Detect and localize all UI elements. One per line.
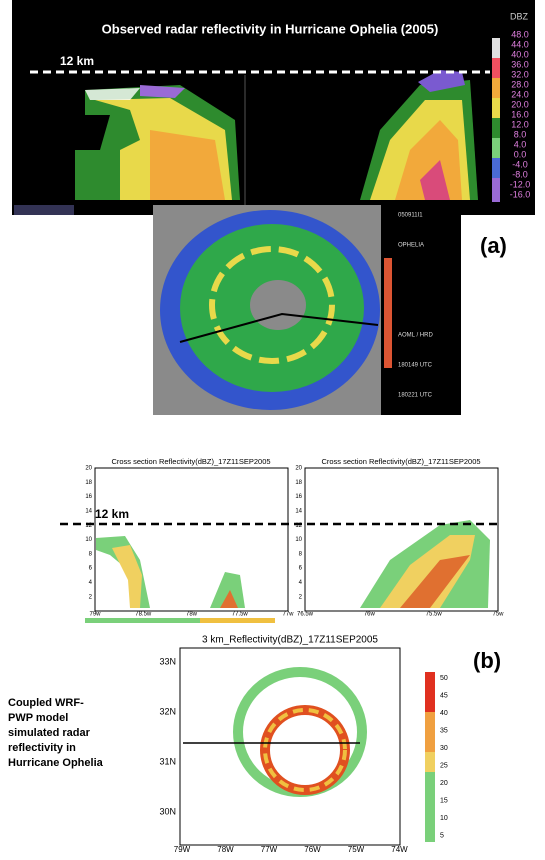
y-tick-label: 6 [299, 566, 303, 572]
x-tick-label: 77w [282, 612, 294, 618]
y-tick-label: 4 [299, 580, 303, 586]
colorbar-label: 36.0 [511, 59, 529, 69]
colorbar-label: 24.0 [511, 89, 529, 99]
y-tick-label: 2 [89, 594, 93, 600]
colorbar-label: -16.0 [510, 189, 531, 199]
y-tick-label: 20 [85, 466, 92, 472]
y-tick-label: 14 [85, 508, 92, 514]
section-title: Cross section Reflectivity(dBZ)_17Z11SEP… [111, 457, 270, 466]
lon-label: 78W [217, 845, 234, 854]
y-tick-label: 16 [85, 494, 92, 500]
lat-label: 32N [159, 706, 176, 716]
section-title: Cross section Reflectivity(dBZ)_17Z11SEP… [321, 457, 480, 466]
radar-eye [250, 280, 306, 330]
y-tick-label: 18 [295, 480, 302, 486]
colorbar-label: 5 [440, 832, 444, 839]
caption-line: PWP model [8, 712, 68, 724]
radar-info: 180221 UTC [398, 393, 433, 399]
radar-colorbar [492, 38, 500, 202]
colorbar-label: 45 [440, 692, 448, 699]
x-tick-label: 75w [492, 612, 504, 618]
caption-line: Coupled WRF- [8, 697, 84, 709]
figure: Observed radar reflectivity in Hurricane… [0, 0, 545, 855]
radar-info: 050911I1 [398, 213, 423, 219]
colorbar-label: 40 [440, 710, 448, 717]
colorbar-label: 12.0 [511, 119, 529, 129]
colorbar-label: 15 [440, 797, 448, 804]
lon-label: 79W [174, 845, 191, 854]
y-tick-label: 4 [89, 580, 93, 586]
panel-b-label: (b) [473, 648, 501, 673]
info-colorbar [384, 258, 392, 368]
y-tick-label: 10 [85, 537, 92, 543]
x-tick-label: 75.5w [426, 612, 443, 618]
y-tick-label: 6 [89, 566, 93, 572]
model-plan-colorbar [425, 672, 435, 842]
panel-a-label: (a) [480, 233, 507, 258]
caption-line: simulated radar [8, 727, 91, 739]
toolbar [14, 205, 74, 215]
caption-line: reflectivity in [8, 742, 76, 754]
radar-info: AOML / HRD [398, 333, 433, 339]
radar-info: OPHELIA [398, 243, 424, 249]
level-label: 12 km [95, 507, 129, 521]
y-tick-label: 20 [295, 466, 302, 472]
panel-a-title: Observed radar reflectivity in Hurricane… [102, 21, 439, 36]
colorbar-label: 25 [440, 762, 448, 769]
x-tick-label: 78.5w [135, 612, 152, 618]
colorbar-label: 4.0 [514, 139, 527, 149]
caption-line: Hurricane Ophelia [8, 757, 104, 769]
colorbar-label: 32.0 [511, 69, 529, 79]
y-tick-label: 8 [299, 551, 303, 557]
radar-info: 180149 UTC [398, 363, 433, 369]
colorbar-label: -4.0 [512, 159, 528, 169]
colorbar-label: 44.0 [511, 39, 529, 49]
x-tick-label: 79w [89, 612, 101, 618]
colorbar-title: DBZ [510, 11, 529, 21]
lon-label: 75W [348, 845, 365, 854]
lat-label: 33N [159, 656, 176, 666]
colorbar-label: 48.0 [511, 29, 529, 39]
colorbar-label: 16.0 [511, 109, 529, 119]
colorbar-label: 8.0 [514, 129, 527, 139]
colorbar-label: 20 [440, 780, 448, 787]
y-tick-label: 12 [295, 523, 302, 529]
colorbar-label: 20.0 [511, 99, 529, 109]
colorbar-label: 28.0 [511, 79, 529, 89]
y-tick-label: 2 [299, 594, 303, 600]
radar-info-box [381, 205, 461, 415]
x-tick-label: 76.5w [297, 612, 314, 618]
x-tick-label: 78w [186, 612, 198, 618]
model-colorbar [200, 618, 275, 623]
y-tick-label: 18 [85, 480, 92, 486]
colorbar-label: 50 [440, 675, 448, 682]
colorbar-label: -8.0 [512, 169, 528, 179]
y-tick-label: 14 [295, 508, 302, 514]
x-tick-label: 76w [364, 612, 376, 618]
lat-label: 30N [159, 806, 176, 816]
y-tick-label: 8 [89, 551, 93, 557]
lon-label: 76W [304, 845, 321, 854]
colorbar-label: 0.0 [514, 149, 527, 159]
colorbar-label: -12.0 [510, 179, 531, 189]
colorbar-label: 30 [440, 745, 448, 752]
lon-label: 77W [261, 845, 278, 854]
plan-title: 3 km_Reflectivity(dBZ)_17Z11SEP2005 [202, 635, 378, 646]
y-tick-label: 10 [295, 537, 302, 543]
colorbar-label: 35 [440, 727, 448, 734]
colorbar-label: 40.0 [511, 49, 529, 59]
level-label: 12 km [60, 54, 94, 68]
y-tick-label: 12 [85, 523, 92, 529]
lon-label: 74W [391, 845, 408, 854]
colorbar-label: 10 [440, 815, 448, 822]
y-tick-label: 16 [295, 494, 302, 500]
x-tick-label: 77.5w [232, 612, 249, 618]
lat-label: 31N [159, 756, 176, 766]
